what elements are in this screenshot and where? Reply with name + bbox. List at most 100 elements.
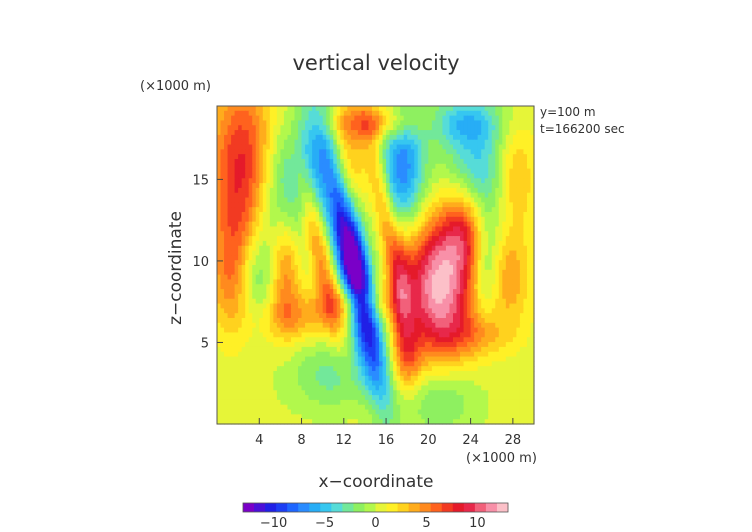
heatmap-cell	[452, 284, 458, 290]
heatmap-cell	[312, 163, 317, 170]
heatmap-cell	[308, 207, 313, 213]
heatmap-cell	[386, 346, 391, 353]
heatmap-cell	[530, 212, 535, 218]
heatmap-cell	[283, 265, 289, 271]
heatmap-cell	[474, 221, 479, 228]
heatmap-cell	[523, 134, 528, 141]
heatmap-cell	[326, 361, 331, 367]
heatmap-cell	[287, 173, 292, 179]
heatmap-cell	[305, 284, 310, 290]
heatmap-cell	[252, 255, 257, 261]
heatmap-cell	[248, 144, 253, 150]
heatmap-cell	[333, 154, 338, 160]
heatmap-cell	[326, 106, 331, 112]
heatmap-cell	[505, 351, 510, 358]
heatmap-cell	[445, 284, 451, 290]
heatmap-cell	[290, 265, 296, 271]
heatmap-cell	[519, 313, 525, 319]
heatmap-cell	[375, 236, 380, 242]
heatmap-cell	[336, 163, 341, 170]
heatmap-cell	[498, 197, 503, 203]
heatmap-cell	[283, 163, 289, 170]
heatmap-cell	[308, 216, 313, 223]
heatmap-cell	[389, 289, 394, 295]
heatmap-cell	[519, 269, 525, 276]
heatmap-cell	[431, 284, 436, 290]
heatmap-cell	[421, 356, 426, 362]
heatmap-cell	[283, 342, 289, 348]
heatmap-cell	[283, 260, 289, 266]
heatmap-cell	[438, 308, 444, 314]
heatmap-cell	[301, 139, 306, 146]
heatmap-cell	[424, 308, 429, 314]
heatmap-cell	[312, 322, 317, 329]
heatmap-cell	[463, 279, 468, 285]
heatmap-cell	[266, 303, 271, 309]
heatmap-cell	[417, 366, 422, 372]
heatmap-cell	[421, 318, 426, 324]
heatmap-cell	[382, 168, 387, 175]
heatmap-cell	[262, 255, 267, 261]
heatmap-cell	[347, 125, 352, 131]
heatmap-cell	[266, 221, 271, 228]
heatmap-cell	[491, 342, 496, 348]
heatmap-cell	[245, 192, 250, 199]
heatmap-cell	[371, 322, 377, 329]
heatmap-cell	[375, 346, 380, 353]
heatmap-cell	[463, 361, 468, 367]
heatmap-cell	[519, 163, 525, 170]
heatmap-cell	[368, 293, 373, 300]
heatmap-cell	[301, 327, 306, 334]
heatmap-cell	[371, 168, 377, 175]
heatmap-cell	[305, 192, 310, 199]
heatmap-cell	[498, 236, 503, 242]
heatmap-cell	[421, 303, 426, 309]
heatmap-cell	[217, 245, 222, 252]
heatmap-cell	[298, 356, 303, 362]
heatmap-cell	[361, 221, 366, 228]
heatmap-cell	[526, 134, 532, 141]
heatmap-cell	[428, 298, 433, 305]
heatmap-cell	[386, 361, 391, 367]
heatmap-cell	[421, 346, 426, 353]
heatmap-cell	[495, 159, 500, 165]
heatmap-cell	[389, 154, 394, 160]
heatmap-cell	[322, 115, 327, 122]
heatmap-cell	[389, 178, 394, 184]
heatmap-cell	[396, 202, 401, 208]
heatmap-cell	[396, 342, 401, 348]
heatmap-cell	[509, 212, 514, 218]
heatmap-cell	[456, 322, 461, 329]
heatmap-cell	[245, 245, 250, 252]
heatmap-cell	[488, 284, 493, 290]
heatmap-cell	[509, 322, 514, 329]
heatmap-cell	[449, 289, 454, 295]
heatmap-cell	[516, 308, 521, 314]
heatmap-cell	[449, 346, 454, 353]
heatmap-cell	[421, 149, 426, 155]
heatmap-cell	[509, 163, 514, 170]
heatmap-cell	[442, 308, 447, 314]
heatmap-cell	[357, 207, 363, 213]
heatmap-cell	[463, 144, 468, 150]
heatmap-cell	[357, 371, 363, 377]
heatmap-cell	[294, 130, 299, 136]
heatmap-cell	[361, 144, 366, 150]
heatmap-cell	[442, 279, 447, 285]
heatmap-cell	[393, 284, 398, 290]
heatmap-cell	[217, 265, 222, 271]
heatmap-cell	[220, 202, 225, 208]
heatmap-cell	[382, 245, 387, 252]
heatmap-cell	[452, 265, 458, 271]
heatmap-cell	[269, 216, 274, 223]
heatmap-cell	[526, 298, 532, 305]
heatmap-cell	[452, 327, 458, 334]
heatmap-cell	[248, 279, 253, 285]
heatmap-cell	[375, 260, 380, 266]
heatmap-cell	[273, 183, 278, 189]
heatmap-cell	[354, 207, 359, 213]
heatmap-cell	[224, 202, 229, 208]
heatmap-cell	[495, 356, 500, 362]
heatmap-cell	[445, 332, 451, 338]
heatmap-cell	[364, 361, 370, 367]
